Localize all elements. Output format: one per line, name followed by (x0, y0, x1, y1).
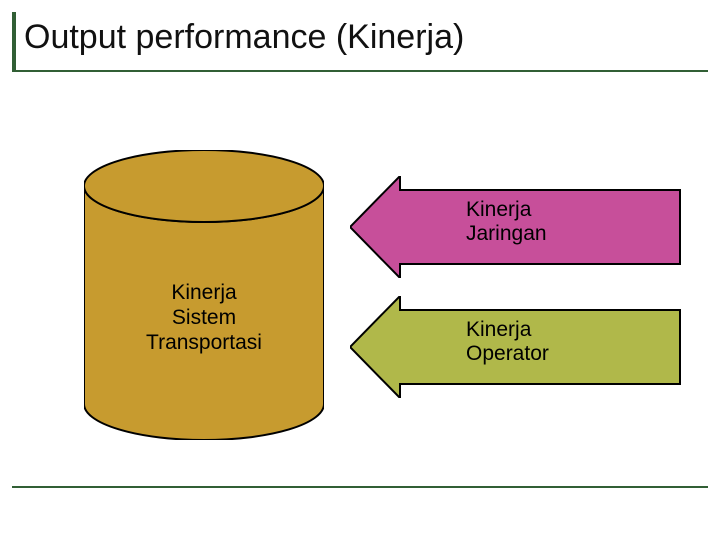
arrow-top-label-line1: Kinerja (466, 198, 531, 221)
cylinder-label-line3: Transportasi (146, 331, 262, 354)
page-title: Output performance (Kinerja) (24, 18, 464, 57)
cylinder-label-line1: Kinerja (171, 281, 236, 304)
bottom-rule (12, 486, 708, 488)
arrow-top-label: Kinerja Jaringan (466, 198, 547, 246)
arrow-bottom-label: Kinerja Operator (466, 318, 549, 366)
arrow-top-label-line2: Jaringan (466, 222, 547, 245)
title-rule-vertical (12, 12, 16, 70)
cylinder-label-line2: Sistem (172, 306, 236, 329)
arrow-bottom-label-line1: Kinerja (466, 318, 531, 341)
cylinder-label: Kinerja Sistem Transportasi (84, 280, 324, 356)
arrow-bottom-label-line2: Operator (466, 342, 549, 365)
title-rule-horizontal (12, 70, 708, 72)
slide: Output performance (Kinerja) Kinerja Sis… (0, 0, 720, 540)
